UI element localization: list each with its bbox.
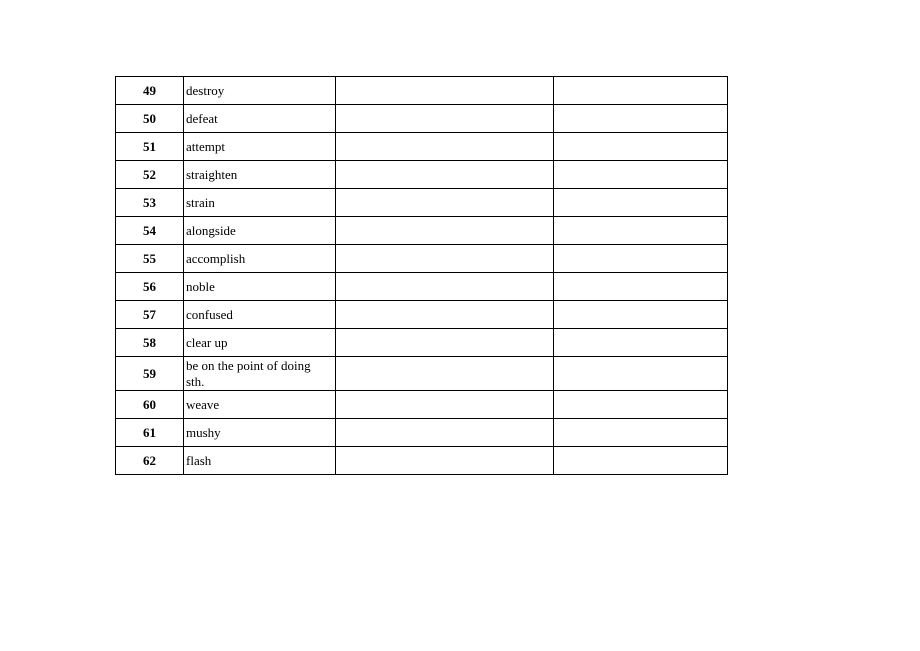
row-number: 51: [116, 133, 184, 161]
row-word: attempt: [184, 133, 336, 161]
row-blank1: [336, 273, 554, 301]
row-blank2: [554, 273, 728, 301]
row-word: noble: [184, 273, 336, 301]
row-word: alongside: [184, 217, 336, 245]
row-word: confused: [184, 301, 336, 329]
row-blank1: [336, 245, 554, 273]
table-row: 54 alongside: [116, 217, 728, 245]
table-row: 49 destroy: [116, 77, 728, 105]
row-blank2: [554, 245, 728, 273]
row-blank1: [336, 419, 554, 447]
row-blank1: [336, 161, 554, 189]
row-blank2: [554, 161, 728, 189]
row-blank1: [336, 189, 554, 217]
row-blank1: [336, 133, 554, 161]
row-number: 55: [116, 245, 184, 273]
row-number: 50: [116, 105, 184, 133]
row-number: 54: [116, 217, 184, 245]
row-blank1: [336, 391, 554, 419]
row-blank2: [554, 189, 728, 217]
table-row: 56 noble: [116, 273, 728, 301]
table-row: 60 weave: [116, 391, 728, 419]
table-row: 57 confused: [116, 301, 728, 329]
row-number: 58: [116, 329, 184, 357]
row-number: 53: [116, 189, 184, 217]
table-row: 59 be on the point of doing sth.: [116, 357, 728, 391]
row-number: 62: [116, 447, 184, 475]
row-blank1: [336, 329, 554, 357]
vocab-table-container: 49 destroy 50 defeat 51 attempt: [115, 76, 728, 475]
row-blank2: [554, 419, 728, 447]
vocab-table: 49 destroy 50 defeat 51 attempt: [115, 76, 728, 475]
row-blank1: [336, 357, 554, 391]
row-word: straighten: [184, 161, 336, 189]
row-word: weave: [184, 391, 336, 419]
row-word: destroy: [184, 77, 336, 105]
table-row: 50 defeat: [116, 105, 728, 133]
table-row: 58 clear up: [116, 329, 728, 357]
vocab-table-body: 49 destroy 50 defeat 51 attempt: [116, 77, 728, 475]
row-number: 59: [116, 357, 184, 391]
row-word: be on the point of doing sth.: [184, 357, 336, 391]
row-number: 57: [116, 301, 184, 329]
row-blank2: [554, 77, 728, 105]
row-word: flash: [184, 447, 336, 475]
row-blank2: [554, 105, 728, 133]
row-number: 52: [116, 161, 184, 189]
row-word: defeat: [184, 105, 336, 133]
row-blank2: [554, 133, 728, 161]
row-blank2: [554, 357, 728, 391]
table-row: 53 strain: [116, 189, 728, 217]
table-row: 52 straighten: [116, 161, 728, 189]
page: 49 destroy 50 defeat 51 attempt: [0, 0, 920, 651]
table-row: 51 attempt: [116, 133, 728, 161]
table-row: 55 accomplish: [116, 245, 728, 273]
table-row: 61 mushy: [116, 419, 728, 447]
row-number: 49: [116, 77, 184, 105]
row-number: 60: [116, 391, 184, 419]
row-number: 61: [116, 419, 184, 447]
row-blank1: [336, 217, 554, 245]
row-blank1: [336, 447, 554, 475]
row-blank2: [554, 447, 728, 475]
row-blank1: [336, 301, 554, 329]
row-blank1: [336, 77, 554, 105]
row-blank2: [554, 301, 728, 329]
row-number: 56: [116, 273, 184, 301]
row-blank2: [554, 391, 728, 419]
row-word: strain: [184, 189, 336, 217]
row-blank2: [554, 217, 728, 245]
table-row: 62 flash: [116, 447, 728, 475]
row-word: accomplish: [184, 245, 336, 273]
row-blank2: [554, 329, 728, 357]
row-word: clear up: [184, 329, 336, 357]
row-word: mushy: [184, 419, 336, 447]
row-blank1: [336, 105, 554, 133]
